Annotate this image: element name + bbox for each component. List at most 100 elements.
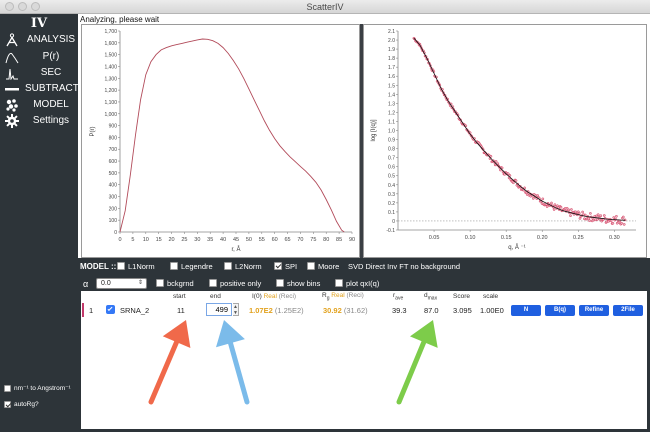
- checkbox-box[interactable]: [156, 279, 164, 287]
- plot-qxiq-checkbox[interactable]: plot qxI(q): [335, 279, 379, 289]
- status-text: Analyzing, please wait: [80, 15, 160, 24]
- sidebar-item-model[interactable]: MODEL: [3, 97, 77, 113]
- chevron-down-icon[interactable]: ▼: [233, 310, 238, 316]
- x-tick-label: 0.15: [501, 235, 512, 241]
- iq-data-point: [494, 160, 498, 163]
- minimize-window-button[interactable]: [18, 2, 27, 11]
- header-i0: I(0) Real (Reci): [252, 293, 296, 300]
- checkbox-box[interactable]: [274, 262, 282, 270]
- sec-peaks-icon: [6, 68, 18, 80]
- show-bins-checkbox[interactable]: show bins: [276, 279, 320, 289]
- positive-only-checkbox[interactable]: positive only: [209, 279, 261, 289]
- y-tick-label: 1,100: [104, 100, 117, 106]
- y-tick-label: 1,000: [104, 112, 117, 118]
- iq-data-point: [570, 208, 573, 211]
- iq-data-point: [615, 214, 618, 218]
- x-tick-label: 25: [181, 237, 187, 243]
- n-button[interactable]: N: [511, 305, 541, 316]
- y-tick-label: 0.8: [388, 147, 395, 153]
- checkbox-box[interactable]: [276, 279, 284, 287]
- angstrom-icon: [6, 33, 18, 47]
- moore-checkbox[interactable]: Moore: [307, 262, 339, 272]
- checkbox-label: plot qxI(q): [346, 279, 380, 288]
- chevron-up-icon[interactable]: ▲: [233, 304, 238, 310]
- checkbox-box[interactable]: [335, 279, 343, 287]
- iq-data-point: [559, 205, 563, 209]
- sidebar-item-label: ANALYSIS: [26, 34, 76, 45]
- y-tick-label: 700: [109, 147, 118, 153]
- y-tick-label: 1,500: [104, 53, 117, 59]
- start-value[interactable]: 11: [177, 306, 185, 315]
- iq-plot[interactable]: -0.1 0 0.1 0.2 0.3 0.4 0.5 0.6 0.7 0.8 0.9 1.0 1.1 1.…: [364, 25, 646, 257]
- checkbox-box[interactable]: [4, 400, 11, 408]
- end-input[interactable]: 499: [206, 303, 232, 316]
- iq-data-point: [581, 210, 584, 214]
- y-tick-label: 800: [109, 135, 118, 141]
- checkbox-box[interactable]: [117, 262, 125, 270]
- pr-curve-icon: [5, 52, 19, 64]
- checkbox-box[interactable]: [106, 305, 115, 314]
- auto-rg-checkbox[interactable]: autoRg?: [4, 399, 39, 411]
- checkbox-box[interactable]: [224, 262, 232, 270]
- spi-checkbox[interactable]: SPI: [274, 262, 297, 272]
- checkbox-box[interactable]: [170, 262, 178, 270]
- close-window-button[interactable]: [5, 2, 14, 11]
- refine-button[interactable]: Refine: [579, 305, 609, 316]
- iq-data-point: [595, 218, 599, 221]
- checkbox-label: SPI: [285, 262, 298, 271]
- bq-button[interactable]: B(q): [545, 305, 575, 316]
- checkbox-box[interactable]: [4, 384, 11, 392]
- y-tick-label: 0.1: [388, 210, 395, 216]
- iq-data-point: [609, 219, 613, 223]
- table-row[interactable]: [81, 302, 647, 318]
- model-icon: [6, 99, 18, 112]
- y-tick-label: 1,200: [104, 88, 117, 94]
- split-pane-divider[interactable]: [360, 24, 363, 258]
- iq-data-point: [620, 221, 623, 225]
- y-tick-label: 1.9: [388, 47, 395, 53]
- x-tick-label: 75: [310, 237, 316, 243]
- to-file-button[interactable]: 2File: [613, 305, 643, 316]
- iq-data-point: [545, 205, 549, 208]
- checkbox-label: L1Norm: [128, 262, 155, 271]
- sidebar-item-sec[interactable]: SEC: [3, 65, 77, 81]
- row-select-checkbox[interactable]: [106, 305, 115, 316]
- iq-data-point: [496, 162, 500, 166]
- header-i0-real: Real: [263, 293, 277, 300]
- sidebar-item-subtract[interactable]: SUBTRACT: [3, 81, 79, 97]
- rg-values: 30.92 (31.62): [323, 306, 368, 315]
- sidebar-item-analysis[interactable]: ANALYSIS: [3, 32, 77, 48]
- iq-data-points: [412, 36, 627, 226]
- arrow-shaft: [396, 339, 427, 405]
- checkbox-box[interactable]: [209, 279, 217, 287]
- header-dmax: dmax: [424, 292, 437, 301]
- x-tick-label: 5: [131, 237, 134, 243]
- end-stepper[interactable]: ▲ ▼: [233, 303, 239, 316]
- y-tick-label: 1.1: [388, 119, 395, 125]
- checkbox-box[interactable]: [307, 262, 315, 270]
- l1norm-checkbox[interactable]: L1Norm: [117, 262, 155, 272]
- x-tick-label: 60: [272, 237, 278, 243]
- header-rg: Rg Real (Reci): [322, 292, 364, 301]
- bckgrnd-checkbox[interactable]: bckgrnd: [156, 279, 194, 289]
- iq-data-point: [612, 216, 616, 219]
- method-text: SVD Direct Inv FT no background: [348, 262, 460, 271]
- alpha-select[interactable]: 0.0 ⇕: [96, 278, 147, 289]
- x-tick-label: 65: [284, 237, 290, 243]
- x-axis-label: q, Å ⁻¹: [508, 244, 526, 251]
- l2norm-checkbox[interactable]: L2Norm: [224, 262, 262, 272]
- legendre-checkbox[interactable]: Legendre: [170, 262, 213, 272]
- sidebar-item-settings[interactable]: Settings: [3, 113, 77, 129]
- iq-data-point: [506, 172, 510, 176]
- checkbox-label: Legendre: [181, 262, 213, 271]
- y-tick-label: 1.4: [388, 92, 395, 98]
- zoom-window-button[interactable]: [31, 2, 40, 11]
- iq-data-point: [499, 168, 502, 172]
- nm-to-angstrom-checkbox[interactable]: nm⁻¹ to Angstrom⁻¹: [4, 383, 71, 395]
- pr-plot[interactable]: 01002003004005006007008009001,0001,1001,…: [82, 25, 359, 257]
- sidebar-item-pr[interactable]: P(r): [3, 49, 77, 65]
- iq-fit-line: [413, 37, 626, 221]
- iq-data-point: [589, 212, 592, 215]
- header-rave: rave: [393, 292, 403, 301]
- checkbox-label: L2Norm: [235, 262, 262, 271]
